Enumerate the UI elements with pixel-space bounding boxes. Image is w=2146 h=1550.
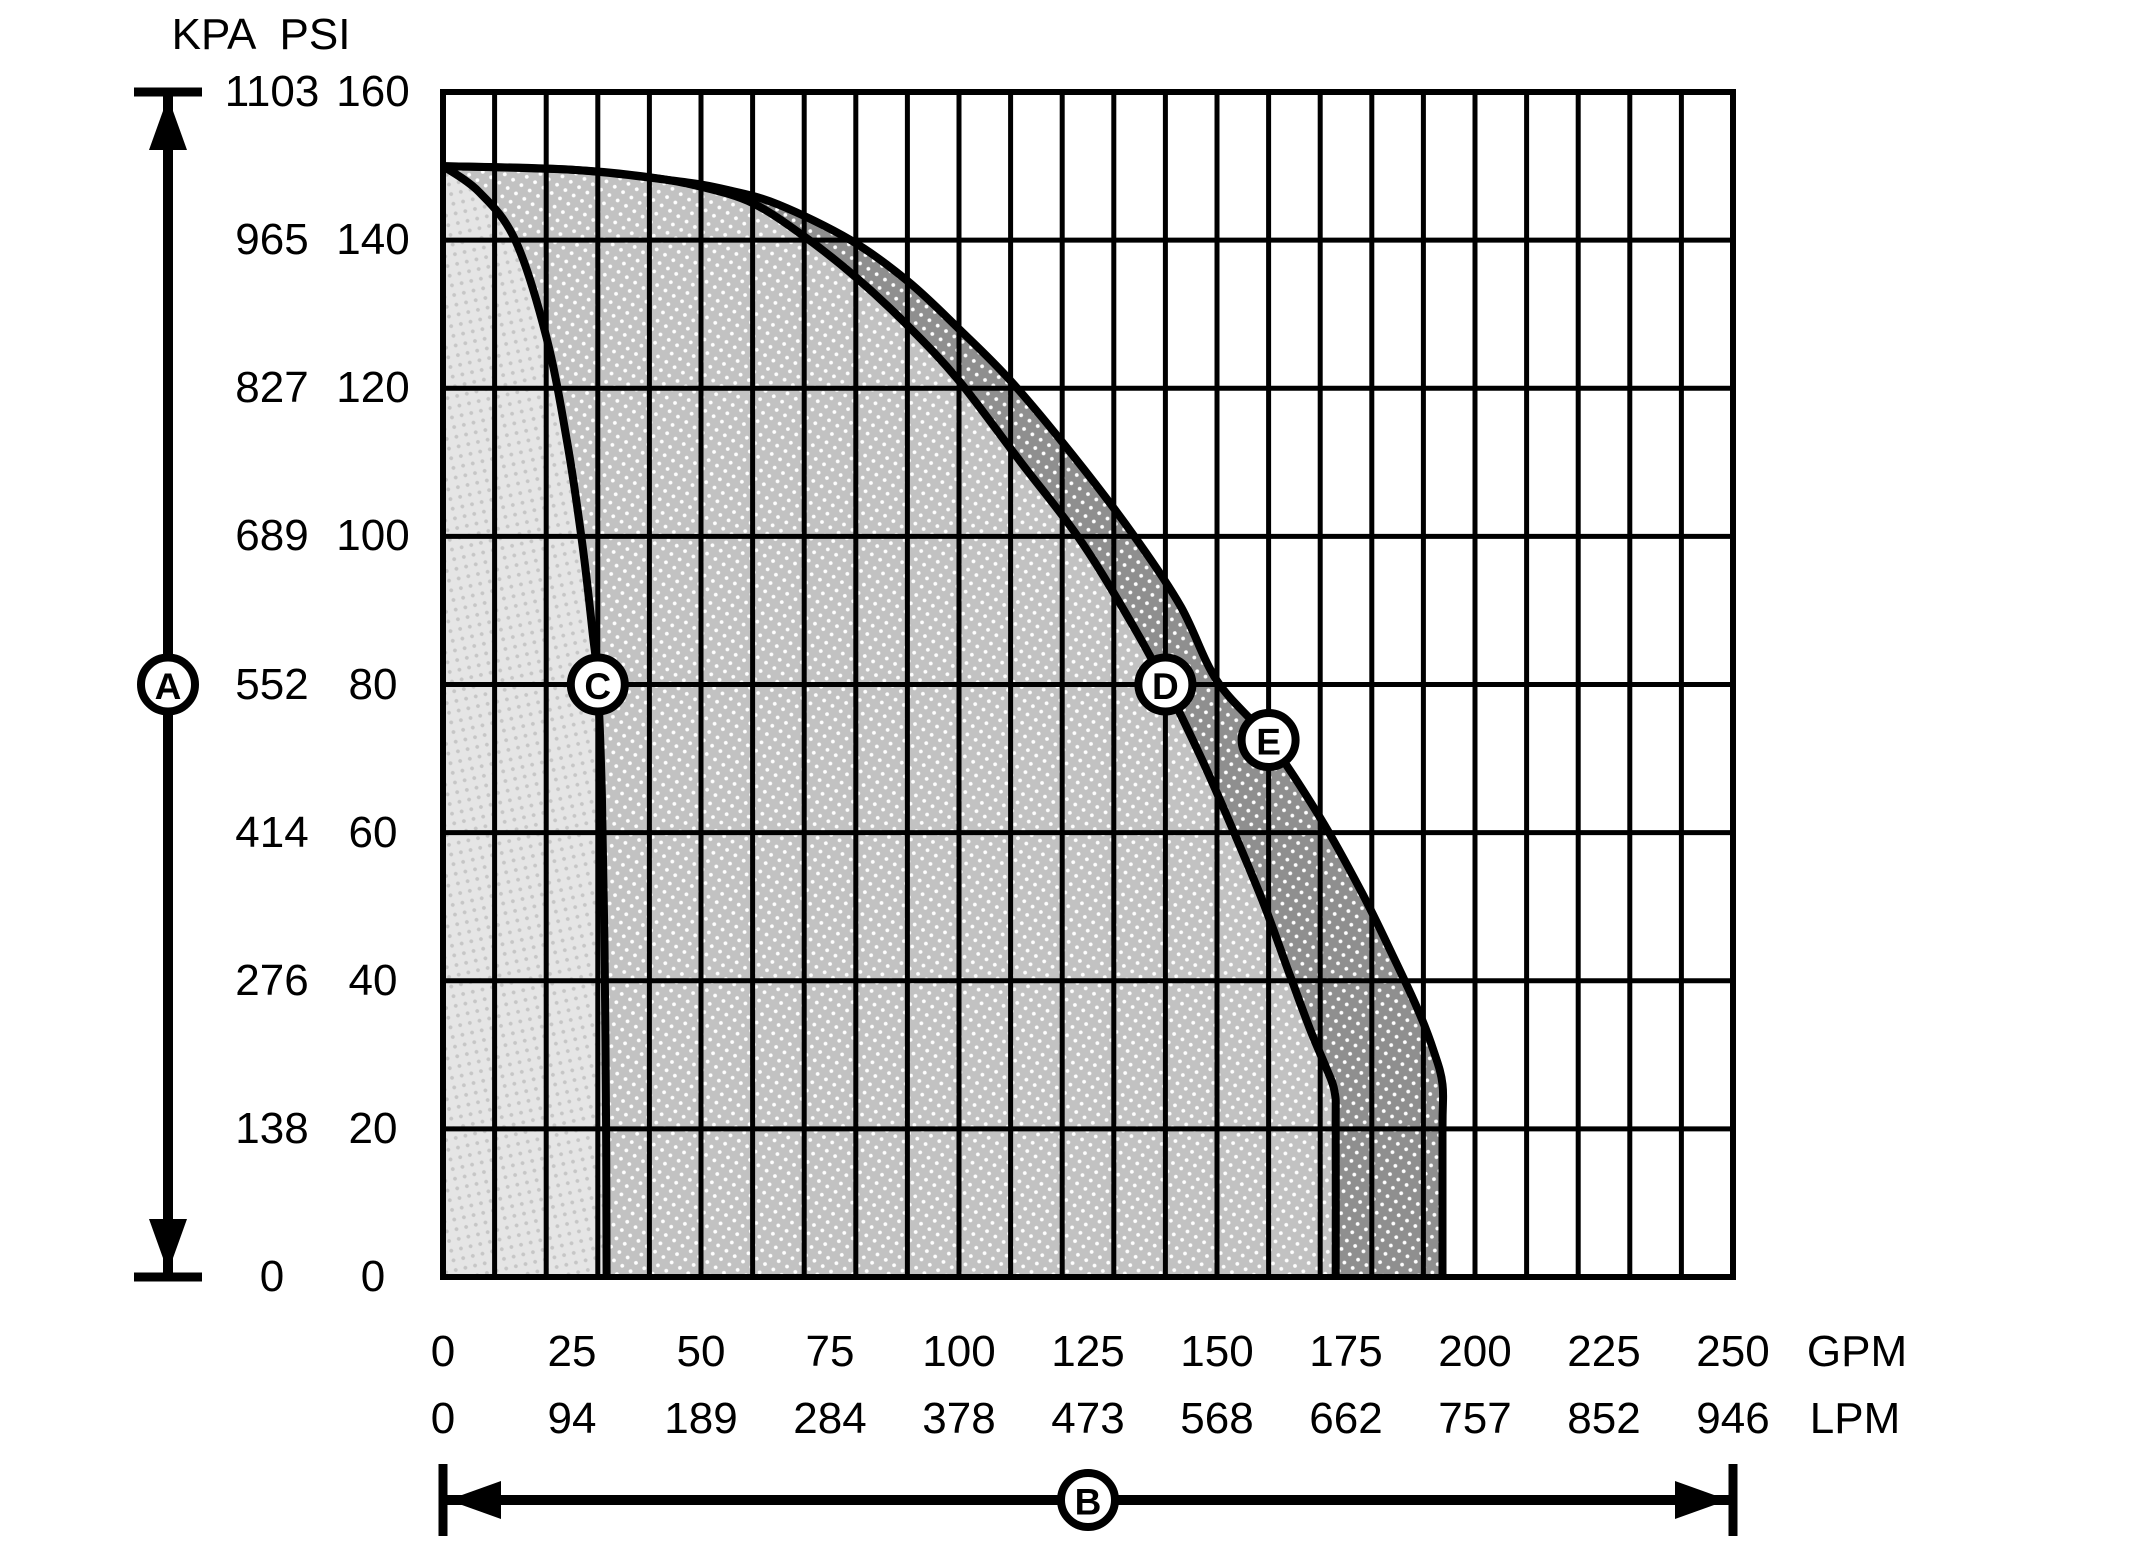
x-tick-lpm: 378: [922, 1394, 996, 1443]
marker-d: D: [1134, 653, 1197, 716]
x-tick-gpm: 250: [1696, 1327, 1770, 1376]
marker-e: E: [1237, 709, 1300, 771]
x-tick-gpm: 25: [547, 1327, 597, 1376]
plot-border: [440, 89, 1736, 1280]
curve-C-line: [440, 162, 611, 1278]
marker-b: B: [1057, 1469, 1119, 1531]
x-tick-gpm: 175: [1309, 1327, 1383, 1376]
x-tick-gpm: 150: [1180, 1327, 1254, 1376]
y-tick-psi: 160: [336, 67, 410, 116]
svg-text:B: B: [1075, 1482, 1102, 1523]
y-tick-psi: 80: [348, 659, 398, 709]
y-tick-kpa: 276: [235, 955, 309, 1005]
y-axis-unit-psi: PSI: [279, 10, 351, 59]
x-tick-lpm: 568: [1180, 1394, 1254, 1443]
x-tick-gpm: 100: [922, 1327, 996, 1376]
x-axis-unit-gpm: GPM: [1806, 1327, 1908, 1376]
x-tick-lpm: 94: [547, 1394, 597, 1443]
y-tick-psi: 120: [336, 363, 410, 413]
svg-text:A: A: [155, 666, 182, 707]
x-tick-lpm: 757: [1438, 1394, 1512, 1443]
x-tick-lpm: 946: [1696, 1394, 1770, 1443]
marker-c: C: [566, 653, 629, 716]
y-tick-kpa: 138: [235, 1103, 309, 1153]
y-tick-kpa: 1103: [224, 67, 320, 116]
y-tick-psi: 40: [348, 955, 398, 1005]
x-tick-gpm: 50: [676, 1327, 726, 1376]
x-tick-gpm: 0: [430, 1327, 456, 1376]
y-tick-kpa: 414: [235, 807, 309, 857]
curve-D-line: [442, 162, 1340, 1278]
y-tick-kpa: 689: [235, 511, 309, 561]
svg-text:D: D: [1152, 666, 1179, 707]
x-tick-gpm: 225: [1567, 1327, 1641, 1376]
y-tick-psi: 0: [360, 1252, 386, 1301]
x-tick-gpm: 200: [1438, 1327, 1512, 1376]
y-tick-kpa: 0: [259, 1252, 285, 1301]
marker-a: A: [137, 653, 199, 716]
x-tick-lpm: 852: [1567, 1394, 1641, 1443]
y-tick-psi: 20: [348, 1103, 398, 1153]
y-tick-psi: 100: [336, 511, 410, 561]
x-tick-gpm: 125: [1051, 1327, 1125, 1376]
x-tick-lpm: 284: [793, 1394, 867, 1443]
y-tick-kpa: 827: [235, 363, 309, 413]
x-tick-gpm: 75: [805, 1327, 855, 1376]
x-tick-lpm: 0: [430, 1394, 456, 1443]
y-tick-kpa: 965: [235, 215, 309, 265]
y-tick-psi: 60: [348, 807, 398, 857]
y-tick-psi: 140: [336, 215, 410, 265]
x-tick-lpm: 473: [1051, 1394, 1125, 1443]
x-axis-unit-lpm: LPM: [1809, 1394, 1901, 1443]
curve-E-line: [442, 162, 1448, 1277]
y-tick-kpa: 552: [235, 659, 309, 709]
x-tick-lpm: 189: [664, 1394, 738, 1443]
x-tick-lpm: 662: [1309, 1394, 1383, 1443]
svg-text:C: C: [584, 666, 611, 707]
svg-text:E: E: [1256, 722, 1281, 763]
y-axis-unit-kpa: KPA: [171, 10, 257, 59]
